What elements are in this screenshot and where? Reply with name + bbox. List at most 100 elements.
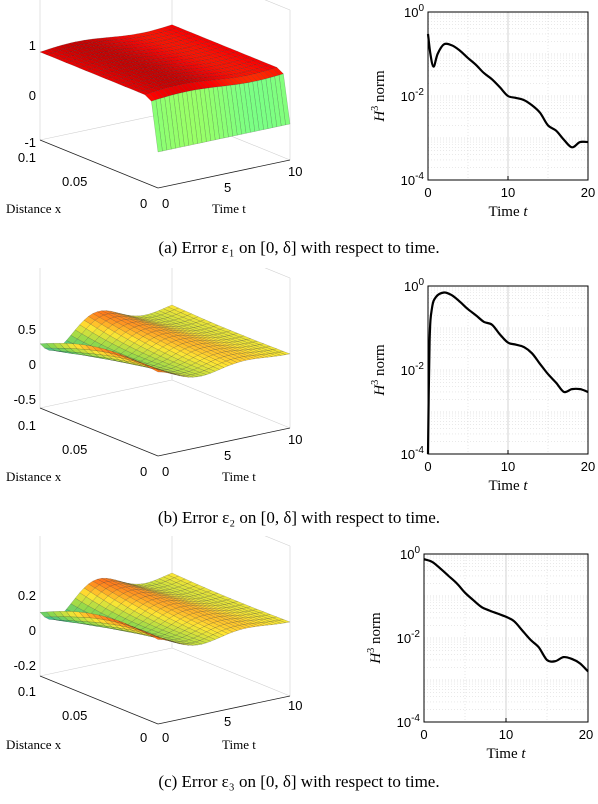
t-tick-c-1: 5 [224, 714, 231, 729]
norm-ytick-c-1: 10-2 [397, 629, 421, 646]
norm-curve-c [423, 558, 589, 673]
surface-tlabel-c: Time t [222, 737, 256, 752]
surface-xlabel-c: Distance x [6, 737, 62, 752]
norm-plot-c: 100 10-2 10-4 0 10 20 Time t H3 norm [366, 545, 593, 762]
norm-ytick-a-2: 10-4 [401, 171, 425, 188]
norm-xlabel-b-var: t [523, 478, 528, 494]
norm-xtick-c-0: 0 [420, 727, 427, 742]
surface-box-edge-c-8 [157, 695, 291, 725]
surface-facet-a-539 [151, 99, 163, 153]
z-tick-a-1: 0 [29, 88, 36, 103]
surface-box-edge-b-5 [39, 379, 173, 409]
x-tick-a-1: 0.05 [62, 174, 87, 189]
norm-ytick-c-2: 10-4 [397, 713, 421, 730]
surface-box-edge-c-4 [264, 536, 291, 547]
norm-ylabel-a-exp: 3 [370, 106, 381, 111]
norm-xtick-c-1: 10 [499, 727, 513, 742]
norm-xtick-a-1: 10 [501, 185, 515, 200]
norm-ytick-b-1: 10-2 [401, 361, 425, 378]
norm-ytick-a-1: 10-2 [401, 87, 425, 104]
norm-plot-a: 100 10-2 10-4 0 10 20 Time t H3 norm [370, 3, 595, 220]
subfigure-c-svg: 0.2 0 -0.2 0.1 0.05 0 0 5 10 Distance x … [6, 536, 593, 762]
norm-xtick-b-1: 10 [501, 459, 515, 474]
surface-box-c [39, 536, 291, 725]
x-tick-b-1: 0.05 [62, 442, 87, 457]
norm-grid-b [427, 286, 589, 454]
norm-xtick-a-0: 0 [424, 185, 431, 200]
surface-box-edge-b-6 [171, 379, 291, 429]
t-tick-a-0: 0 [162, 196, 169, 211]
norm-ylabel-c-text: norm [368, 612, 384, 648]
caption-b: (b) Error ε₂ on [0, δ] with respect to t… [157, 508, 441, 527]
norm-xtick-b-0: 0 [424, 459, 431, 474]
norm-ylabel-a: H3 norm [370, 70, 388, 123]
surface-box-edge-c-5 [39, 647, 173, 677]
norm-ytick-a-1-exp: -2 [415, 87, 424, 98]
t-tick-a-1: 5 [224, 180, 231, 195]
x-tick-a-2: 0 [140, 196, 147, 211]
subfigure-b: 0.5 0 -0.5 0.1 0.05 0 0 5 10 Distance x … [0, 268, 598, 536]
surface-box-edge-a-8 [157, 159, 291, 189]
norm-xlabel-c: Time t [486, 746, 526, 762]
norm-xlabel-c-var: t [521, 746, 526, 762]
norm-xtick-c-2: 20 [579, 727, 593, 742]
subfigure-b-svg: 0.5 0 -0.5 0.1 0.05 0 0 5 10 Distance x … [6, 268, 595, 494]
norm-ytick-a-2-exp: -4 [415, 171, 424, 182]
t-tick-b-2: 10 [288, 432, 302, 447]
surface-plot-a: 1 0 -1 0.1 0.05 0 0 5 10 Distance x Time… [6, 0, 302, 216]
norm-ylabel-a-h: H [372, 110, 388, 123]
norm-xlabel-b: Time t [488, 478, 528, 494]
z-tick-b-2: -0.5 [14, 392, 36, 407]
surface-xlabel-b: Distance x [6, 469, 62, 484]
norm-ylabel-b-exp: 3 [370, 380, 381, 385]
t-tick-a-2: 10 [288, 164, 302, 179]
norm-ylabel-b: H3 norm [370, 344, 388, 397]
surface-box-edge-c-7 [39, 675, 159, 725]
t-tick-b-1: 5 [224, 448, 231, 463]
z-tick-a-2: -1 [24, 135, 36, 150]
norm-ylabel-c-exp: 3 [366, 648, 377, 653]
z-tick-b-1: 0 [29, 357, 36, 372]
norm-xlabel-a: Time t [488, 204, 528, 220]
surface-tlabel-b: Time t [222, 469, 256, 484]
norm-ytick-b-0: 100 [404, 277, 424, 294]
caption-c: (c) Error ε₃ on [0, δ] with respect to t… [158, 772, 440, 791]
t-tick-c-2: 10 [288, 698, 302, 713]
norm-ytick-b-2-exp: -4 [415, 445, 424, 456]
surface-box-edge-b-8 [157, 427, 291, 457]
surface-mesh-a [39, 24, 291, 153]
surface-xlabel-a: Distance x [6, 201, 62, 216]
surface-facet-c-539 [151, 635, 163, 640]
norm-ytick-a-0: 100 [404, 3, 424, 20]
norm-frame-b [427, 285, 589, 455]
z-tick-a-0: 1 [29, 38, 36, 53]
norm-ytick-a-0-exp: 0 [418, 3, 424, 14]
surface-tlabel-a: Time t [212, 201, 246, 216]
norm-frame-a [427, 11, 589, 181]
surface-mesh-b [39, 304, 291, 378]
norm-ytick-c-1-exp: -2 [411, 629, 420, 640]
x-tick-b-2: 0 [140, 464, 147, 479]
norm-curve-b [426, 291, 589, 455]
surface-box-edge-c-6 [171, 647, 291, 697]
norm-ytick-b-2: 10-4 [401, 445, 425, 462]
subfigure-a: 1 0 -1 0.1 0.05 0 0 5 10 Distance x Time… [0, 0, 598, 268]
x-tick-c-1: 0.05 [62, 708, 87, 723]
caption-a: (a) Error ε₁ on [0, δ] with respect to t… [158, 238, 440, 257]
x-tick-c-2: 0 [140, 730, 147, 745]
norm-xlabel-a-var: t [523, 204, 528, 220]
subfigure-a-svg: 1 0 -1 0.1 0.05 0 0 5 10 Distance x Time… [6, 0, 595, 220]
surface-box-edge-a-5 [39, 111, 173, 141]
surface-box-edge-a-4 [264, 0, 291, 11]
x-tick-b-0: 0.1 [18, 418, 36, 433]
norm-ytick-b-0-exp: 0 [418, 277, 424, 288]
z-tick-b-0: 0.5 [18, 322, 36, 337]
norm-ytick-c-0: 100 [400, 545, 420, 562]
x-tick-c-0: 0.1 [18, 684, 36, 699]
subfigure-c: 0.2 0 -0.2 0.1 0.05 0 0 5 10 Distance x … [0, 536, 598, 804]
surface-box-edge-b-7 [39, 407, 159, 457]
norm-frame-c [423, 553, 589, 723]
norm-xtick-b-2: 20 [581, 459, 595, 474]
t-tick-c-0: 0 [162, 730, 169, 745]
norm-ytick-c-0-exp: 0 [414, 545, 420, 556]
